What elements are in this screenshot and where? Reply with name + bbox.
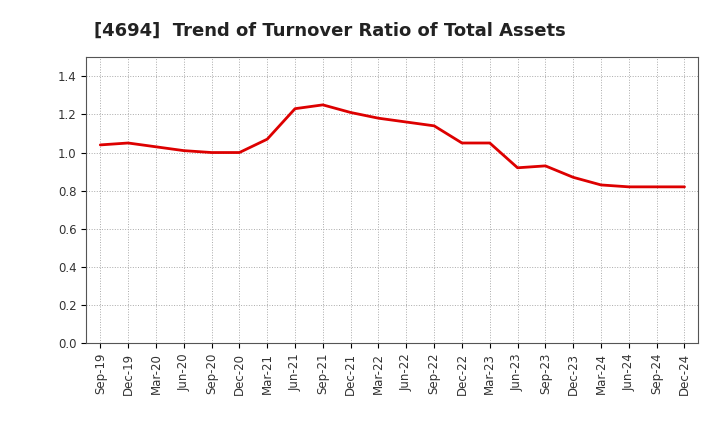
Text: [4694]  Trend of Turnover Ratio of Total Assets: [4694] Trend of Turnover Ratio of Total … [94, 22, 565, 40]
